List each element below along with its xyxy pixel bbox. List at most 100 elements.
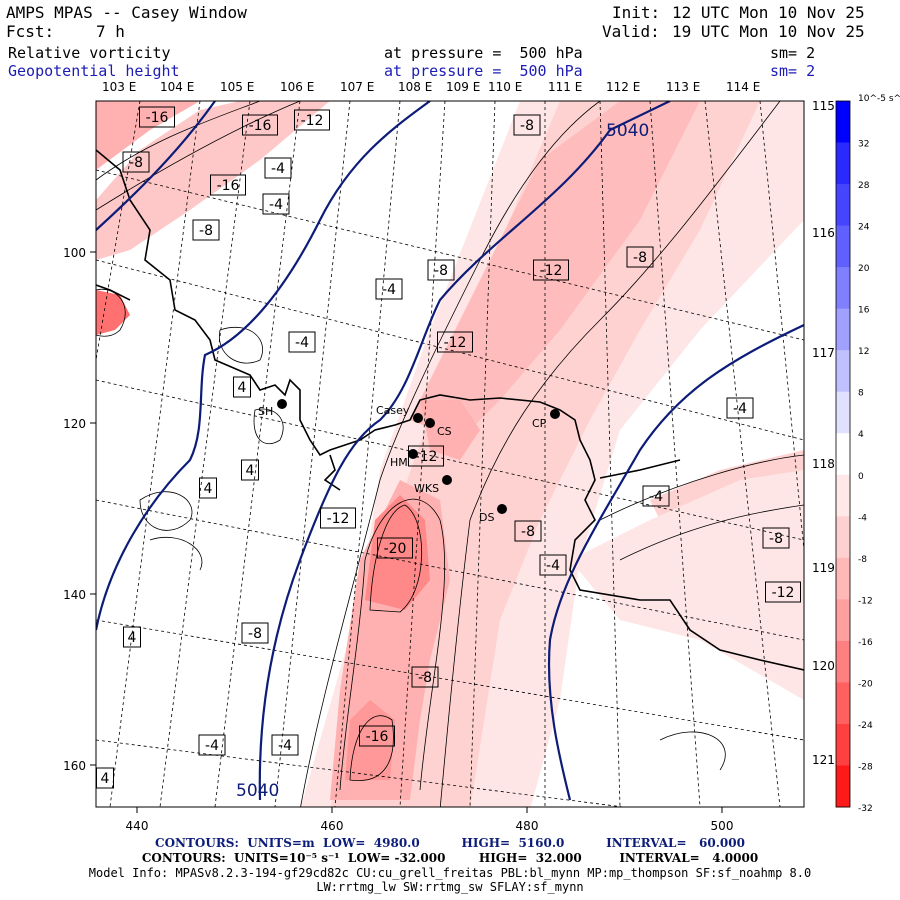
height-contour-label: 5040 [236, 781, 279, 801]
lon-label: 109 E [446, 80, 480, 94]
colorbar-swatch [836, 267, 850, 310]
vort-band-upper [410, 101, 700, 440]
station-marker[interactable] [425, 418, 435, 428]
colorbar-label: -16 [858, 638, 873, 648]
vorticity-contours [96, 101, 804, 807]
colorbar-label: 4 [858, 430, 864, 440]
station-marker[interactable] [408, 449, 418, 459]
vorticity-label: -8 [521, 524, 535, 540]
height-contour-label: 5040 [606, 121, 649, 141]
vorticity-label-box [271, 734, 299, 756]
forecast-label: Fcst: [6, 22, 55, 41]
top-longitude-labels: 103 E 104 E 105 E 106 E 107 E 108 E 109 … [102, 80, 760, 94]
map-frame [95, 100, 805, 808]
lon-label: 114 E [726, 80, 760, 94]
colorbar-swatch [836, 308, 850, 351]
vorticity-label: -12 [301, 113, 324, 129]
vorticity-label-box [726, 397, 754, 419]
station-marker[interactable] [550, 409, 560, 419]
vorticity-label: -8 [199, 223, 213, 239]
vorticity-label-box [437, 331, 473, 353]
lon-label: 110 E [488, 80, 522, 94]
field2-name: Geopotential height [8, 62, 180, 80]
vorticity-label-box [294, 109, 330, 131]
colorbar-label: -12 [858, 596, 873, 606]
y-tick-label: 160 [63, 759, 86, 773]
vorticity-label: -4 [278, 738, 292, 754]
vorticity-label: -20 [384, 541, 407, 557]
vorticity-label-box [233, 376, 251, 398]
colorbar-swatch [836, 516, 850, 559]
vorticity-label-box [533, 259, 569, 281]
colorbar-swatch [836, 765, 850, 808]
vorticity-label: -4 [205, 738, 219, 754]
colorbar-swatch [836, 391, 850, 434]
colorbar-frame [835, 100, 851, 808]
vort-west-spot [96, 290, 130, 335]
colorbar-label: 12 [858, 347, 869, 357]
station-label: CP [532, 417, 547, 430]
station-marker[interactable] [442, 475, 452, 485]
model-info-physics: LW:rrtmg_lw SW:rrtmg_sw SFLAY:sf_mynn [316, 880, 584, 894]
vort-nw-band [96, 101, 330, 260]
vorticity-label-box [513, 114, 541, 136]
vorticity-label: 4 [204, 481, 213, 497]
vorticity-label: -12 [540, 263, 563, 279]
station-marker[interactable] [413, 413, 423, 423]
vorticity-label-box [242, 114, 278, 136]
vorticity-label: -12 [327, 511, 350, 527]
x-tick-label: 460 [321, 819, 344, 833]
colorbar-swatch [836, 682, 850, 725]
vorticity-label-box [210, 174, 246, 196]
vort-casey-spot [420, 400, 480, 460]
vorticity-shading [96, 101, 804, 807]
colorbar-label: 20 [858, 264, 870, 274]
field1-name: Relative vorticity [8, 44, 171, 62]
colorbar-swatch [836, 599, 850, 642]
vorticity-label: -16 [217, 178, 240, 194]
vorticity-label-box [762, 527, 790, 549]
vorticity-label-box [241, 622, 269, 644]
colorbar-swatch [836, 433, 850, 476]
vorticity-label-box [123, 626, 141, 648]
lon-label: 106 E [280, 80, 314, 94]
vort-band-mid [330, 101, 760, 807]
vorticity-label-box [139, 106, 175, 128]
x-tick-label: 480 [516, 819, 539, 833]
colorbar-label: -24 [858, 721, 873, 731]
lon-label: 112 E [606, 80, 640, 94]
colorbar-label: -8 [858, 555, 867, 565]
lon-label: 107 E [340, 80, 374, 94]
colorbar-label: 8 [858, 389, 864, 399]
station-marker[interactable] [497, 504, 507, 514]
vorticity-label-box [539, 554, 567, 576]
x-axis-ticks: 440 460 480 500 [126, 807, 734, 833]
coastline [96, 149, 804, 671]
vorticity-label: 4 [238, 380, 247, 396]
lon-label: 104 E [160, 80, 194, 94]
vorticity-label-box [262, 193, 290, 215]
colorbar-unit: 10^-5 s^-1 [858, 94, 900, 104]
lon-label: 111 E [548, 80, 582, 94]
vorticity-label: -12 [415, 449, 438, 465]
station-marker[interactable] [277, 399, 287, 409]
forecast-hour: 7 h [96, 22, 125, 41]
lon-label: 113 E [666, 80, 700, 94]
vorticity-label-box [377, 537, 413, 559]
vorticity-label-box [359, 725, 395, 747]
colorbar-label: 28 [858, 181, 870, 191]
station-label: Casey [376, 404, 410, 417]
valid-label: Valid: [602, 22, 660, 41]
vorticity-label-box [514, 520, 542, 542]
vorticity-label-box [642, 485, 670, 507]
vorticity-label: -4 [269, 197, 283, 213]
vorticity-label-box [199, 477, 217, 499]
station-label: SH [258, 405, 273, 418]
vorticity-contour-info: CONTOURS: UNITS=10⁻⁵ s⁻¹ LOW= -32.000 HI… [141, 851, 759, 865]
vorticity-label: -8 [418, 670, 432, 686]
vorticity-label: -4 [649, 489, 663, 505]
vorticity-label: 4 [246, 463, 255, 479]
lon-label: 108 E [398, 80, 432, 94]
x-tick-label: 500 [711, 819, 734, 833]
